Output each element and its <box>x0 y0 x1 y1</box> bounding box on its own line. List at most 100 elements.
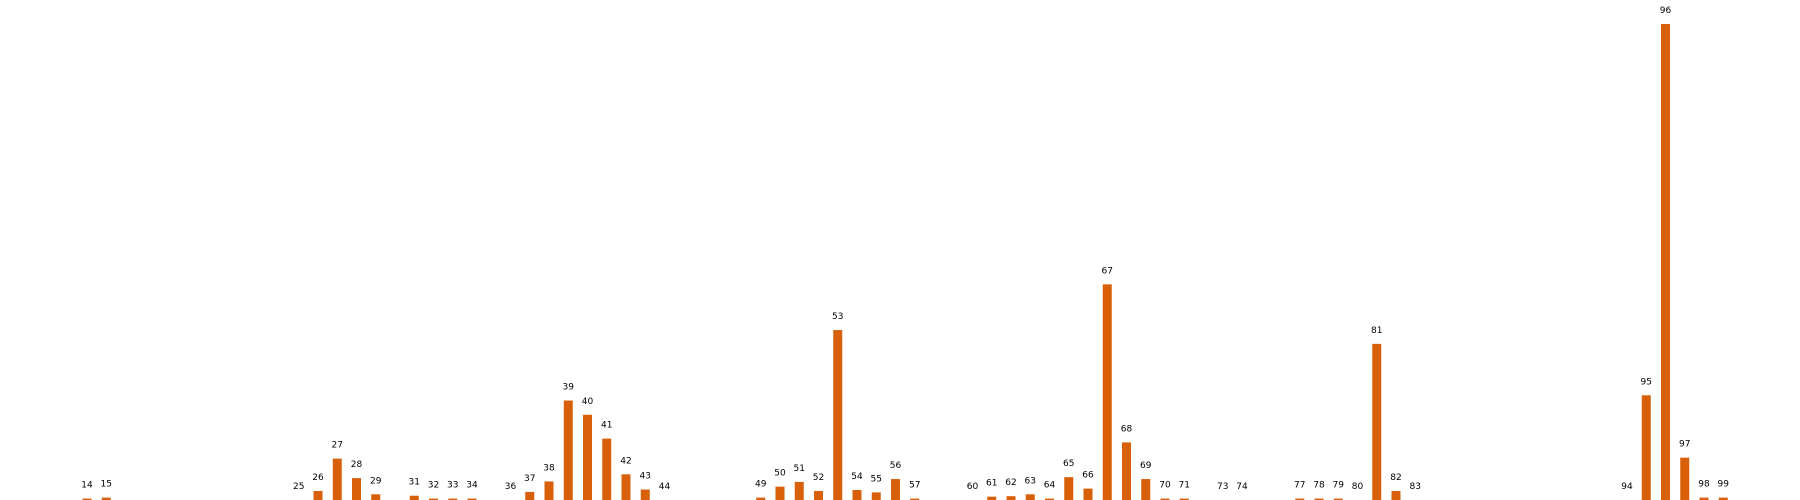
bar-26 <box>313 490 323 500</box>
bar-label-67: 67 <box>1102 266 1113 276</box>
bar-group <box>82 24 1728 500</box>
bar-label-49: 49 <box>755 480 767 490</box>
bar-label-39: 39 <box>563 383 575 393</box>
bar-50 <box>775 486 785 500</box>
bar-label-31: 31 <box>409 478 420 488</box>
bar-52 <box>814 490 823 500</box>
bar-67 <box>1102 284 1112 500</box>
bar-label-69: 69 <box>1140 461 1152 471</box>
bar-95 <box>1641 395 1651 500</box>
bar-32 <box>429 498 438 500</box>
bar-label-42: 42 <box>620 456 631 466</box>
bar-label-52: 52 <box>813 473 824 483</box>
bar-label-65: 65 <box>1063 459 1074 469</box>
bar-label-27: 27 <box>332 441 343 451</box>
bar-label-61: 61 <box>986 479 997 489</box>
bar-38 <box>544 481 554 500</box>
bar-label-29: 29 <box>370 476 382 486</box>
bar-31 <box>409 495 419 500</box>
bar-label-96: 96 <box>1660 6 1672 16</box>
bar-14 <box>82 498 92 500</box>
bar-label-70: 70 <box>1159 481 1171 491</box>
bar-label-43: 43 <box>640 472 651 482</box>
bar-63 <box>1025 494 1035 500</box>
bar-82 <box>1391 490 1401 500</box>
bar-41 <box>602 438 612 500</box>
bar-label-64: 64 <box>1044 481 1056 491</box>
bar-label-57: 57 <box>909 481 920 491</box>
bar-label-63: 63 <box>1025 476 1036 486</box>
bar-99 <box>1718 497 1728 500</box>
bar-label-74: 74 <box>1236 482 1248 492</box>
bar-label-83: 83 <box>1410 482 1421 492</box>
bar-label-55: 55 <box>871 474 882 484</box>
bar-61 <box>987 496 997 500</box>
bar-79 <box>1333 498 1343 500</box>
bar-label-33: 33 <box>447 481 458 491</box>
bar-15 <box>101 497 111 500</box>
bar-label-32: 32 <box>428 481 439 491</box>
bar-label-56: 56 <box>890 461 902 471</box>
bar-28 <box>352 478 361 500</box>
bar-33 <box>448 498 458 500</box>
bar-label-28: 28 <box>351 460 363 470</box>
bar-77 <box>1295 498 1305 500</box>
bar-label-66: 66 <box>1082 471 1094 481</box>
bar-label-50: 50 <box>774 469 786 479</box>
bar-34 <box>467 498 477 500</box>
bar-98 <box>1699 497 1709 500</box>
bar-label-26: 26 <box>312 473 324 483</box>
bar-label-81: 81 <box>1371 326 1382 336</box>
bar-label-51: 51 <box>794 464 805 474</box>
bar-54 <box>852 490 862 500</box>
bar-label-41: 41 <box>601 421 612 431</box>
bar-label-71: 71 <box>1179 481 1190 491</box>
bar-71 <box>1179 498 1189 500</box>
bar-69 <box>1141 479 1151 500</box>
bar-label-53: 53 <box>832 312 843 322</box>
bar-label-78: 78 <box>1313 481 1325 491</box>
bar-label-98: 98 <box>1698 480 1710 490</box>
bar-label-34: 34 <box>466 481 478 491</box>
bar-label-79: 79 <box>1333 481 1345 491</box>
bar-57 <box>910 498 920 500</box>
bar-label-36: 36 <box>505 482 517 492</box>
bar-label-80: 80 <box>1352 482 1364 492</box>
bar-label-14: 14 <box>81 481 93 491</box>
bar-97 <box>1680 457 1690 500</box>
bar-62 <box>1006 496 1016 500</box>
bar-39 <box>563 400 573 500</box>
bar-label-54: 54 <box>851 472 863 482</box>
bar-40 <box>583 414 592 500</box>
data-label-group: 14 15 25 26 27 28 29 31 32 33 34 36 37 38 39 40 41 42 43 44… <box>81 6 1729 492</box>
bar-label-68: 68 <box>1121 424 1133 434</box>
bar-56 <box>891 479 900 500</box>
bar-51 <box>794 481 804 500</box>
bar-label-44: 44 <box>659 482 671 492</box>
bar-96 <box>1661 24 1670 500</box>
bar-label-15: 15 <box>101 480 112 490</box>
bar-label-62: 62 <box>1005 478 1016 488</box>
bar-55 <box>871 492 881 500</box>
bar-label-99: 99 <box>1718 480 1730 490</box>
bar-53 <box>833 330 843 500</box>
bar-label-25: 25 <box>293 482 304 492</box>
bar-78 <box>1314 498 1324 500</box>
bar-label-38: 38 <box>543 463 555 473</box>
bar-label-77: 77 <box>1294 481 1305 491</box>
bar-43 <box>640 489 650 500</box>
bar-label-60: 60 <box>967 482 979 492</box>
bar-65 <box>1064 477 1074 500</box>
bar-70 <box>1160 498 1170 500</box>
bar-37 <box>525 491 535 500</box>
bar-42 <box>621 474 631 500</box>
bar-27 <box>332 458 342 500</box>
bar-label-97: 97 <box>1679 440 1690 450</box>
bar-label-94: 94 <box>1621 482 1633 492</box>
bar-29 <box>371 494 381 500</box>
bar-label-73: 73 <box>1217 482 1228 492</box>
bar-68 <box>1122 442 1131 500</box>
bar-66 <box>1083 488 1093 500</box>
bar-64 <box>1045 498 1054 500</box>
